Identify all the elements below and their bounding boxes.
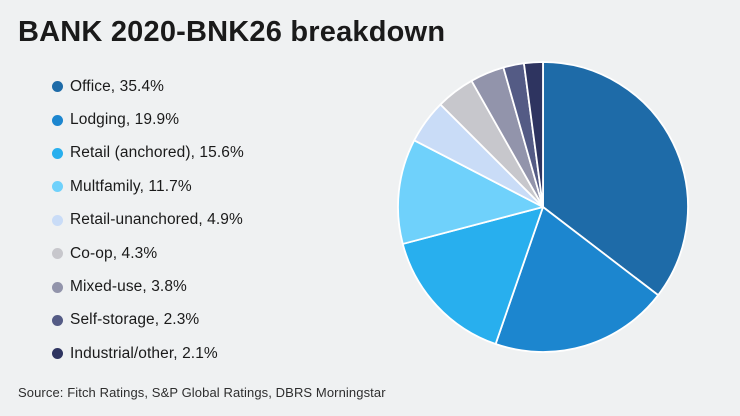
legend-item: Retail (anchored), 15.6% bbox=[52, 137, 244, 170]
legend-label: Industrial/other, 2.1% bbox=[70, 344, 218, 362]
legend-item: Co-op, 4.3% bbox=[52, 237, 244, 270]
legend-label: Lodging, 19.9% bbox=[70, 111, 180, 129]
pie-slice-multfamily bbox=[397, 139, 544, 245]
legend-swatch bbox=[52, 114, 63, 126]
legend-item: Retail-unanchored, 4.9% bbox=[52, 204, 244, 237]
pie-slice-office bbox=[542, 61, 689, 297]
pie-slice-industrial-other bbox=[523, 61, 544, 208]
legend-label: Mixed-use, 3.8% bbox=[70, 278, 187, 296]
legend-label: Office, 35.4% bbox=[70, 77, 165, 95]
legend-label: Multfamily, 11.7% bbox=[70, 177, 192, 195]
source-note: Source: Fitch Ratings, S&P Global Rating… bbox=[18, 385, 386, 400]
legend-label: Retail-unanchored, 4.9% bbox=[70, 211, 243, 229]
legend-swatch bbox=[52, 314, 63, 326]
legend-swatch bbox=[52, 81, 63, 93]
pie-slice-lodging bbox=[494, 206, 660, 353]
legend-swatch bbox=[52, 214, 63, 226]
pie-chart bbox=[397, 61, 689, 353]
legend-label: Retail (anchored), 15.6% bbox=[70, 144, 244, 162]
legend-swatch bbox=[52, 348, 63, 360]
legend-label: Self-storage, 2.3% bbox=[70, 311, 200, 329]
legend-item: Industrial/other, 2.1% bbox=[52, 337, 244, 370]
legend: Office, 35.4% Lodging, 19.9% Retail (ancho… bbox=[52, 70, 244, 371]
chart-title: BANK 2020-BNK26 breakdown bbox=[18, 16, 446, 48]
legend-item: Mixed-use, 3.8% bbox=[52, 270, 244, 303]
legend-label: Co-op, 4.3% bbox=[70, 244, 158, 262]
legend-swatch bbox=[52, 281, 63, 293]
legend-swatch bbox=[52, 181, 63, 193]
legend-item: Lodging, 19.9% bbox=[52, 103, 244, 136]
legend-item: Multfamily, 11.7% bbox=[52, 170, 244, 203]
pie-slice-retail-anchored bbox=[401, 206, 544, 345]
legend-swatch bbox=[52, 248, 63, 260]
legend-item: Self-storage, 2.3% bbox=[52, 304, 244, 337]
legend-item: Office, 35.4% bbox=[52, 70, 244, 103]
legend-swatch bbox=[52, 147, 63, 159]
